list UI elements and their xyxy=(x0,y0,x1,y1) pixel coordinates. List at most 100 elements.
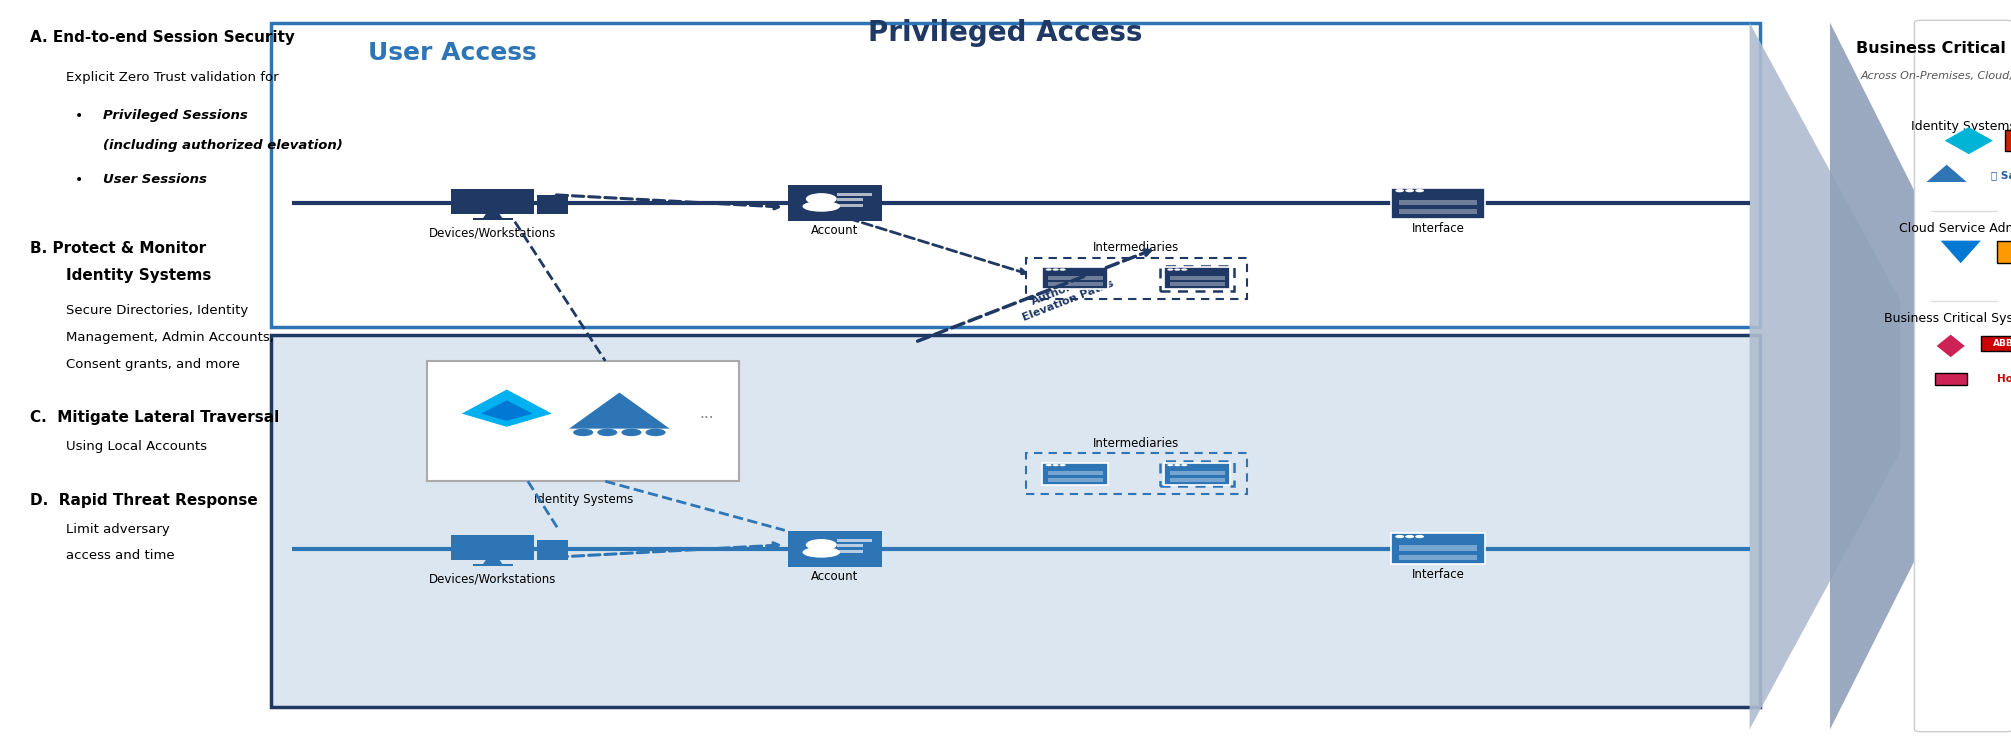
Text: (including authorized elevation): (including authorized elevation) xyxy=(103,139,342,152)
Circle shape xyxy=(1166,464,1174,466)
Text: Intermediaries: Intermediaries xyxy=(1094,437,1178,450)
Text: Identity Systems: Identity Systems xyxy=(66,268,211,284)
FancyBboxPatch shape xyxy=(1170,472,1225,475)
Circle shape xyxy=(806,193,837,205)
Circle shape xyxy=(1396,535,1404,538)
Circle shape xyxy=(1180,464,1186,466)
Text: Identity Systems: Identity Systems xyxy=(1910,120,2011,133)
Polygon shape xyxy=(483,214,503,219)
Polygon shape xyxy=(569,393,670,429)
Circle shape xyxy=(1180,268,1186,271)
Text: User Sessions: User Sessions xyxy=(103,173,207,186)
Text: Intermediaries: Intermediaries xyxy=(1094,241,1178,254)
Text: Management, Admin Accounts,: Management, Admin Accounts, xyxy=(66,331,273,344)
Circle shape xyxy=(1166,268,1174,271)
Text: •: • xyxy=(74,109,82,123)
FancyBboxPatch shape xyxy=(1398,545,1478,551)
Text: D.  Rapid Threat Response: D. Rapid Threat Response xyxy=(30,493,257,508)
Text: Privileged Access: Privileged Access xyxy=(869,19,1142,47)
Circle shape xyxy=(1416,535,1424,538)
FancyBboxPatch shape xyxy=(450,535,535,559)
Circle shape xyxy=(1174,268,1180,271)
Circle shape xyxy=(1060,268,1066,271)
Text: ABB: ABB xyxy=(1993,339,2011,348)
FancyBboxPatch shape xyxy=(1048,276,1102,280)
FancyBboxPatch shape xyxy=(837,205,863,207)
Text: Devices/Workstations: Devices/Workstations xyxy=(428,572,557,585)
FancyBboxPatch shape xyxy=(837,544,863,547)
Circle shape xyxy=(1060,464,1066,466)
Polygon shape xyxy=(1927,165,1967,182)
Circle shape xyxy=(646,429,666,436)
Circle shape xyxy=(1052,268,1058,271)
FancyBboxPatch shape xyxy=(473,564,513,566)
Text: Explicit Zero Trust validation for: Explicit Zero Trust validation for xyxy=(66,71,280,84)
Circle shape xyxy=(1416,189,1424,193)
FancyBboxPatch shape xyxy=(537,211,569,214)
Text: Ⓜ SailPoint: Ⓜ SailPoint xyxy=(1991,170,2011,180)
Polygon shape xyxy=(1750,23,1900,729)
Text: A. End-to-end Session Security: A. End-to-end Session Security xyxy=(30,30,296,45)
Text: Secure Directories, Identity: Secure Directories, Identity xyxy=(66,304,249,317)
FancyBboxPatch shape xyxy=(1398,199,1478,205)
Circle shape xyxy=(806,539,837,550)
Text: Account: Account xyxy=(810,224,859,237)
Text: Authorized
Elevation Paths: Authorized Elevation Paths xyxy=(1018,268,1114,323)
Polygon shape xyxy=(481,400,533,421)
FancyBboxPatch shape xyxy=(1997,241,2011,263)
FancyBboxPatch shape xyxy=(1048,282,1102,287)
Polygon shape xyxy=(1937,335,1965,357)
Circle shape xyxy=(1046,268,1052,271)
Text: Cloud Service Admin: Cloud Service Admin xyxy=(1898,222,2011,235)
FancyBboxPatch shape xyxy=(450,189,535,214)
Text: access and time: access and time xyxy=(66,549,175,562)
FancyBboxPatch shape xyxy=(837,538,873,541)
Polygon shape xyxy=(1941,241,1981,263)
Polygon shape xyxy=(463,390,551,427)
FancyBboxPatch shape xyxy=(1164,463,1231,484)
FancyBboxPatch shape xyxy=(1170,282,1225,287)
Circle shape xyxy=(1046,464,1052,466)
FancyBboxPatch shape xyxy=(1981,336,2011,351)
Text: Across On-Premises, Cloud, OT, & IoT: Across On-Premises, Cloud, OT, & IoT xyxy=(1860,71,2011,81)
Text: Business Critical Systems: Business Critical Systems xyxy=(1884,312,2011,325)
Circle shape xyxy=(1174,464,1180,466)
FancyBboxPatch shape xyxy=(788,532,881,566)
FancyBboxPatch shape xyxy=(1392,533,1484,565)
Text: B. Protect & Monitor: B. Protect & Monitor xyxy=(30,241,207,256)
Ellipse shape xyxy=(802,547,841,558)
FancyBboxPatch shape xyxy=(1398,208,1478,214)
Text: Interface: Interface xyxy=(1412,222,1464,235)
Circle shape xyxy=(597,429,617,436)
Circle shape xyxy=(621,429,642,436)
Circle shape xyxy=(573,429,593,436)
Text: •: • xyxy=(74,173,82,187)
FancyBboxPatch shape xyxy=(800,214,849,220)
Text: Limit adversary: Limit adversary xyxy=(66,523,171,535)
Text: Interface: Interface xyxy=(1412,568,1464,581)
Polygon shape xyxy=(483,559,503,565)
FancyBboxPatch shape xyxy=(1392,187,1484,219)
FancyBboxPatch shape xyxy=(271,23,1760,327)
FancyBboxPatch shape xyxy=(1164,268,1231,289)
FancyBboxPatch shape xyxy=(537,195,569,212)
Text: C.  Mitigate Lateral Traversal: C. Mitigate Lateral Traversal xyxy=(30,410,280,425)
Text: Consent grants, and more: Consent grants, and more xyxy=(66,358,241,371)
Circle shape xyxy=(1396,189,1404,193)
Circle shape xyxy=(1052,464,1058,466)
FancyBboxPatch shape xyxy=(537,557,569,559)
Polygon shape xyxy=(1830,23,1981,729)
Text: ...: ... xyxy=(700,406,714,421)
Ellipse shape xyxy=(802,201,841,212)
Text: Devices/Workstations: Devices/Workstations xyxy=(428,226,557,239)
FancyBboxPatch shape xyxy=(837,193,873,196)
FancyBboxPatch shape xyxy=(1048,478,1102,482)
FancyBboxPatch shape xyxy=(271,335,1760,707)
FancyBboxPatch shape xyxy=(537,541,569,558)
FancyBboxPatch shape xyxy=(1170,276,1225,280)
FancyBboxPatch shape xyxy=(1170,478,1225,482)
FancyBboxPatch shape xyxy=(426,361,738,481)
Text: Account: Account xyxy=(810,570,859,583)
FancyBboxPatch shape xyxy=(1042,463,1108,484)
FancyBboxPatch shape xyxy=(788,186,881,220)
